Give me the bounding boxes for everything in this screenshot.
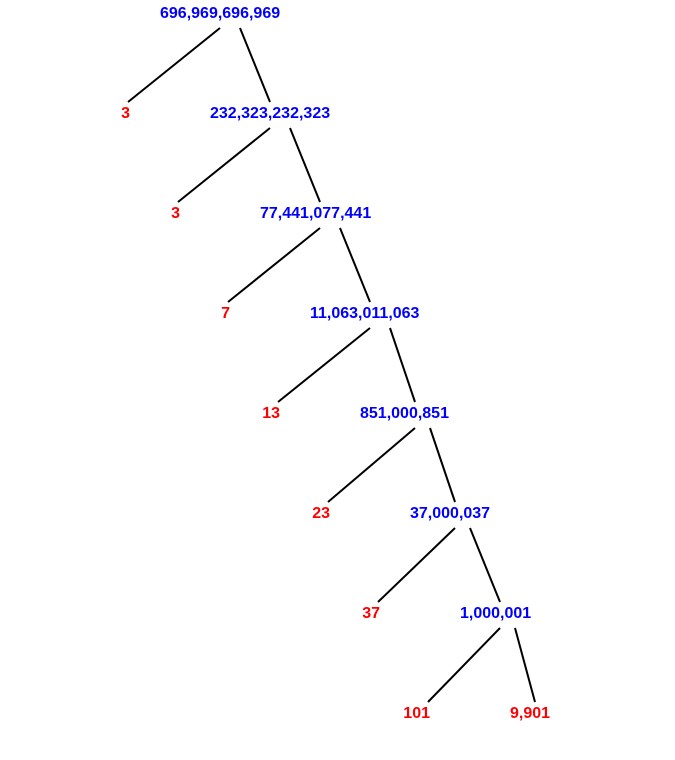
divisor-value: 3 — [121, 105, 130, 122]
tree-edge — [470, 528, 500, 602]
tree-edge — [340, 228, 370, 302]
factor-tree: 696,969,696,969 3 232,323,232,323 3 77,441,… — [0, 0, 675, 760]
tree-edge — [240, 28, 270, 102]
tree-nodes: 3 232,323,232,323 3 77,441,077,441 7 11,063,0… — [121, 105, 550, 722]
tree-edge — [378, 528, 455, 602]
quotient-value: 11,063,011,063 — [310, 305, 420, 322]
tree-edge — [178, 128, 270, 202]
divisor-value: 7 — [221, 305, 230, 322]
tree-edge — [430, 428, 455, 502]
divisor-value: 37 — [362, 605, 380, 622]
quotient-value: 37,000,037 — [410, 505, 490, 522]
tree-edge — [428, 628, 500, 702]
tree-edge — [390, 328, 415, 402]
root-value: 696,969,696,969 — [160, 5, 280, 22]
tree-edge — [328, 428, 415, 502]
divisor-value: 13 — [262, 405, 280, 422]
quotient-value: 77,441,077,441 — [260, 205, 371, 222]
tree-edge — [515, 628, 535, 702]
divisor-value: 101 — [403, 705, 430, 722]
tree-edge — [290, 128, 320, 202]
tree-edge — [278, 328, 370, 402]
quotient-value: 851,000,851 — [360, 405, 449, 422]
divisor-value: 3 — [171, 205, 180, 222]
tree-edges — [128, 28, 535, 702]
quotient-value: 1,000,001 — [460, 605, 531, 622]
tree-edge — [228, 228, 320, 302]
quotient-value: 232,323,232,323 — [210, 105, 330, 122]
leaf-value: 9,901 — [510, 705, 550, 722]
tree-edge — [128, 28, 220, 102]
divisor-value: 23 — [312, 505, 330, 522]
